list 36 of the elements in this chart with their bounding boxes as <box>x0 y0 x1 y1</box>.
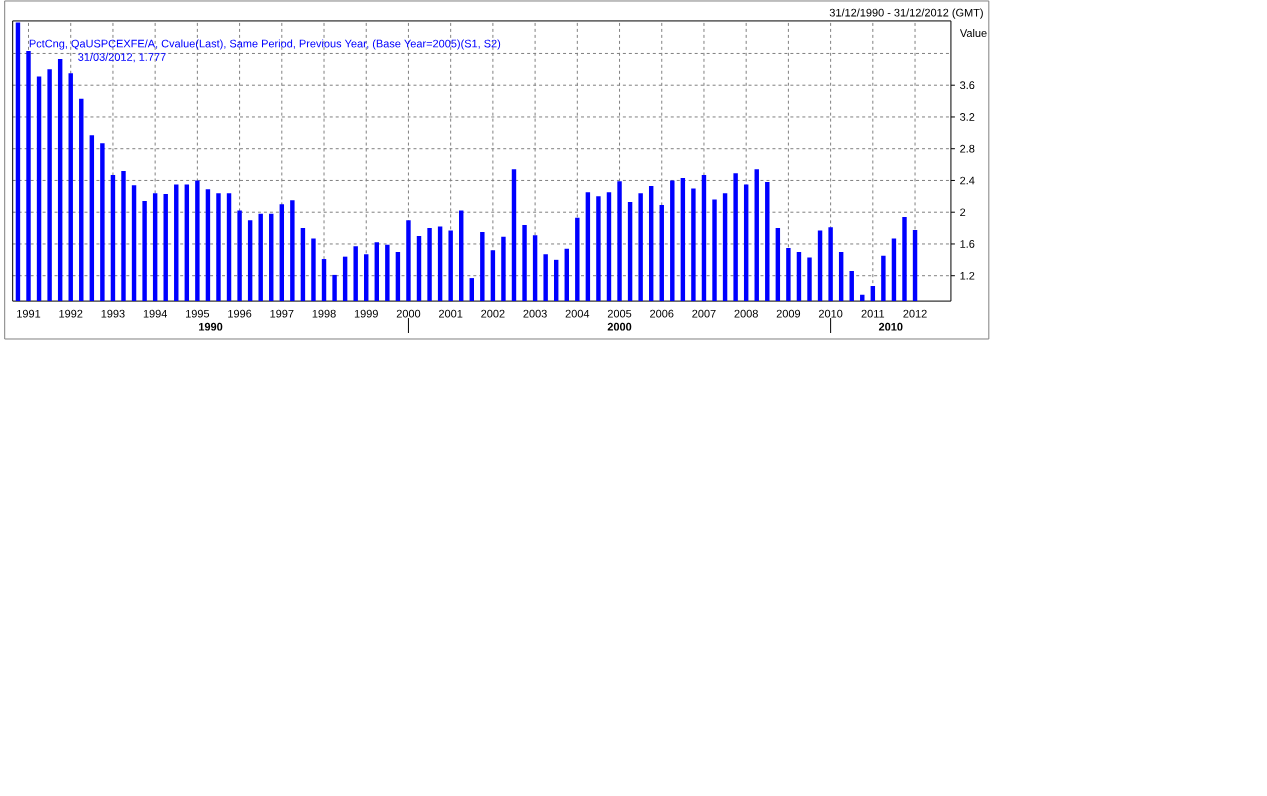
x-tick-label: 2008 <box>734 309 758 318</box>
y-axis-title: Value <box>959 29 987 38</box>
y-tick-label: 2.4 <box>960 176 975 185</box>
y-tick-label: 2.8 <box>960 145 975 153</box>
x-tick-label: 2011 <box>861 309 885 318</box>
x-tick-label: 1999 <box>354 309 378 318</box>
x-tick-label: 2009 <box>776 309 801 318</box>
x-tick-label: 2005 <box>607 309 632 318</box>
x-tick-label: 1993 <box>101 309 125 318</box>
annotation: 31/03/2012, 1.777 <box>78 53 166 63</box>
x-tick-label: 2012 <box>903 309 927 318</box>
x-tick-label: 1998 <box>312 309 336 318</box>
x-tick-label: 1994 <box>143 309 168 318</box>
text: 31/12/1990 - 31/12/2012 (GMT) <box>829 8 983 19</box>
x-tick-label: 1997 <box>270 309 294 318</box>
y-tick-label: 2 <box>960 208 966 217</box>
x-tick-label: 1991 <box>17 309 41 318</box>
x-tick-label: 2000 <box>396 309 421 318</box>
x-tick-label: 1995 <box>186 309 210 318</box>
x-tick-label: 1992 <box>59 309 83 318</box>
x-tick-label: 2006 <box>650 309 674 318</box>
x-tick-label: 2004 <box>565 309 590 318</box>
y-tick-label: 3.2 <box>960 113 975 122</box>
y-tick-label: 1.6 <box>960 240 975 249</box>
text: 1990 <box>199 323 223 331</box>
series-label: PctCng, QaUSPCEXFE/A, Cvalue(Last), Same Period, Previous Year, (Base Year=2005)(S1, S2) <box>29 39 501 50</box>
x-tick-label: 2003 <box>523 309 547 318</box>
x-tick-label: 2002 <box>481 309 505 318</box>
x-tick-label: 2010 <box>818 309 843 318</box>
text: 2000 <box>607 323 632 331</box>
y-tick-label: 1.2 <box>960 272 975 280</box>
y-tick-label: 3.6 <box>960 81 975 90</box>
x-tick-label: 1996 <box>228 309 252 318</box>
text: 2010 <box>878 323 903 331</box>
x-tick-label: 2007 <box>692 309 716 318</box>
x-tick-label: 2001 <box>439 309 463 318</box>
